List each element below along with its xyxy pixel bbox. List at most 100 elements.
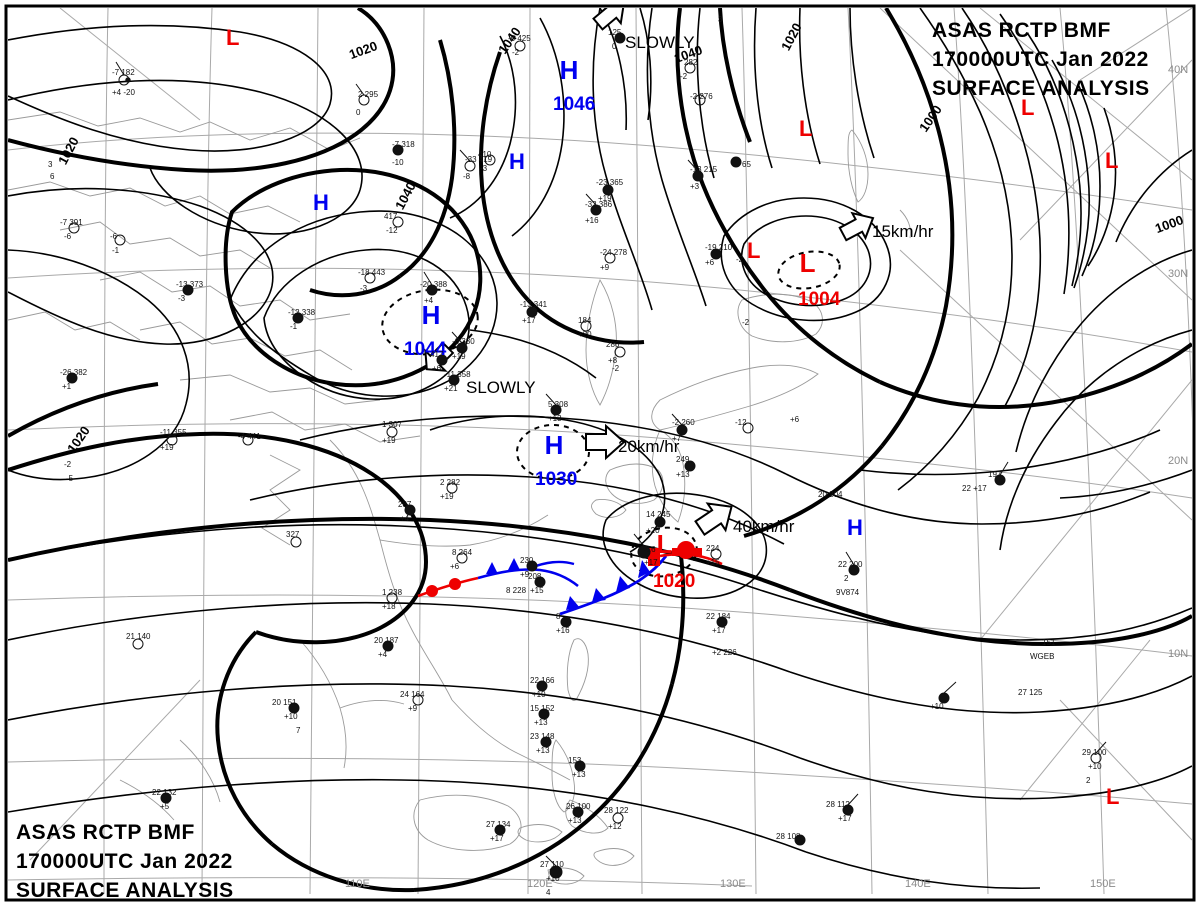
station-text-100: 151 xyxy=(1042,638,1056,647)
station-text-144: 0 xyxy=(612,42,617,51)
station-text-30: -2 xyxy=(742,318,750,327)
header-line2: 170000UTC Jan 2022 xyxy=(932,48,1149,71)
motion-label-2: 15km/hr xyxy=(872,222,934,241)
station-text-66: 224 xyxy=(706,544,720,553)
station-text-85: 24 164 xyxy=(400,690,425,699)
station-text-91: +10 xyxy=(532,690,546,699)
station-text-13: +3 xyxy=(690,182,700,191)
low-symbol-12: L xyxy=(746,237,761,263)
motion-label-0: SLOWLY xyxy=(625,33,695,52)
station-text-80: +17 xyxy=(712,626,726,635)
station-text-55: 327 xyxy=(286,530,300,539)
station-text-113: +13 xyxy=(568,816,582,825)
station-text-89: 7 xyxy=(296,726,301,735)
station-text-87: 20 151 xyxy=(272,698,297,707)
station-text-64: -16 xyxy=(644,545,656,554)
station-text-110: 27 134 xyxy=(486,820,511,829)
motion-label-4: 40km/hr xyxy=(733,517,795,536)
station-text-84: +4 xyxy=(378,650,388,659)
station-text-114: 28 122 xyxy=(604,806,629,815)
station-text-78: +16 xyxy=(556,626,570,635)
ellipse-h1030 xyxy=(516,424,590,480)
motion-arrow-h1030 xyxy=(585,423,626,461)
station-text-44: +19 xyxy=(382,436,396,445)
station-text-124: -2 276 xyxy=(690,92,713,101)
low-value-7: 1020 xyxy=(653,571,696,592)
station-text-141: 410 xyxy=(478,150,492,159)
station-text-105: 28 112 xyxy=(826,800,850,809)
coastlines xyxy=(8,111,911,885)
low-symbol-7: L xyxy=(656,528,673,559)
station-text-59: +9 xyxy=(520,570,530,579)
station-text-57: +6 xyxy=(450,562,460,571)
station-text-60: 208 xyxy=(528,572,542,581)
station-text-51: 2 282 xyxy=(440,478,461,487)
motion-label-3: 20km/hr xyxy=(618,437,680,456)
cold-front-west xyxy=(477,558,579,588)
station-text-19: -2 xyxy=(736,255,744,264)
high-symbol-3: H xyxy=(312,189,329,215)
station-text-81: +2 226 xyxy=(712,648,737,657)
station-text-52: +19 xyxy=(440,492,454,501)
station-text-70: 2 xyxy=(844,574,849,583)
station-text-137: 417 xyxy=(384,212,398,221)
station-text-99: +10 xyxy=(930,702,944,711)
station-text-135: -2 xyxy=(64,460,72,469)
station-text-86: +9 xyxy=(408,704,418,713)
station-text-125: -6 xyxy=(110,232,118,241)
station-text-40: -2 xyxy=(612,364,620,373)
station-text-68: 20 204 xyxy=(818,490,843,499)
motion-label-1: SLOWLY xyxy=(466,378,536,397)
station-text-47: -12 xyxy=(735,418,747,427)
station-text-37: -4 441 xyxy=(238,432,261,441)
ellipse-l1004 xyxy=(777,250,841,290)
station-text-132: 6 xyxy=(50,172,55,181)
high-symbol-2: H xyxy=(544,429,564,460)
station-text-93: +13 xyxy=(534,718,548,727)
high-value-1: 1044 xyxy=(404,339,447,360)
station-text-138: -12 xyxy=(386,226,398,235)
station-text-88: +10 xyxy=(284,712,298,721)
station-text-67: +15 xyxy=(706,558,720,567)
station-text-94: 23 148 xyxy=(530,732,555,741)
station-text-22: -20 388 xyxy=(420,280,448,289)
station-text-6: -33 419 xyxy=(465,155,493,164)
station-text-71: 9V874 xyxy=(836,588,860,597)
lon-tick-2: 130E xyxy=(720,878,746,890)
station-text-142: -3 xyxy=(480,164,488,173)
station-text-34: +21 xyxy=(444,384,458,393)
station-text-126: -1 xyxy=(112,246,120,255)
station-symbols xyxy=(66,32,1107,879)
station-text-42: +13 xyxy=(548,414,562,423)
station-text-16: +9 xyxy=(600,263,610,272)
header-block: ASAS RCTP BMF 170000UTC Jan 2022 SURFACE… xyxy=(932,16,1150,103)
station-text-75: +18 xyxy=(382,602,396,611)
station-text-108: +5 xyxy=(160,802,170,811)
station-text-28: 184 xyxy=(578,316,592,325)
station-text-33: -11 358 xyxy=(444,370,471,379)
station-text-76: 8 228 xyxy=(506,586,527,595)
station-text-12: -13 215 xyxy=(690,165,718,174)
station-text-62: 14 245 xyxy=(646,510,671,519)
station-text-107: 22 132 xyxy=(152,788,177,797)
station-text-18: +6 xyxy=(705,258,715,267)
station-text-23: +4 xyxy=(424,296,434,305)
station-text-29: +20 xyxy=(578,330,592,339)
lon-tick-3: 140E xyxy=(905,878,931,890)
station-text-134: +1 xyxy=(62,382,72,391)
footer-line3: SURFACE ANALYSIS xyxy=(16,879,234,902)
station-text-117: +10 xyxy=(546,874,560,883)
footer-line2: 170000UTC Jan 2022 xyxy=(16,850,233,873)
station-text-2: 2 295 xyxy=(358,90,379,99)
station-text-14: 65 xyxy=(742,160,751,169)
low-symbol-11: L xyxy=(1104,147,1119,173)
station-text-45: -2 260 xyxy=(672,418,695,427)
low-value-6: 1004 xyxy=(798,289,841,310)
station-text-103: +10 xyxy=(1088,762,1102,771)
lat-tick-2: 20N xyxy=(1168,455,1189,467)
station-text-112: 26 100 xyxy=(566,802,591,811)
station-text-43: 1 307 xyxy=(382,420,403,429)
footer-line1: ASAS RCTP BMF xyxy=(16,821,195,844)
high-symbol-5: H xyxy=(846,514,863,540)
station-text-118: 4 xyxy=(546,888,551,897)
